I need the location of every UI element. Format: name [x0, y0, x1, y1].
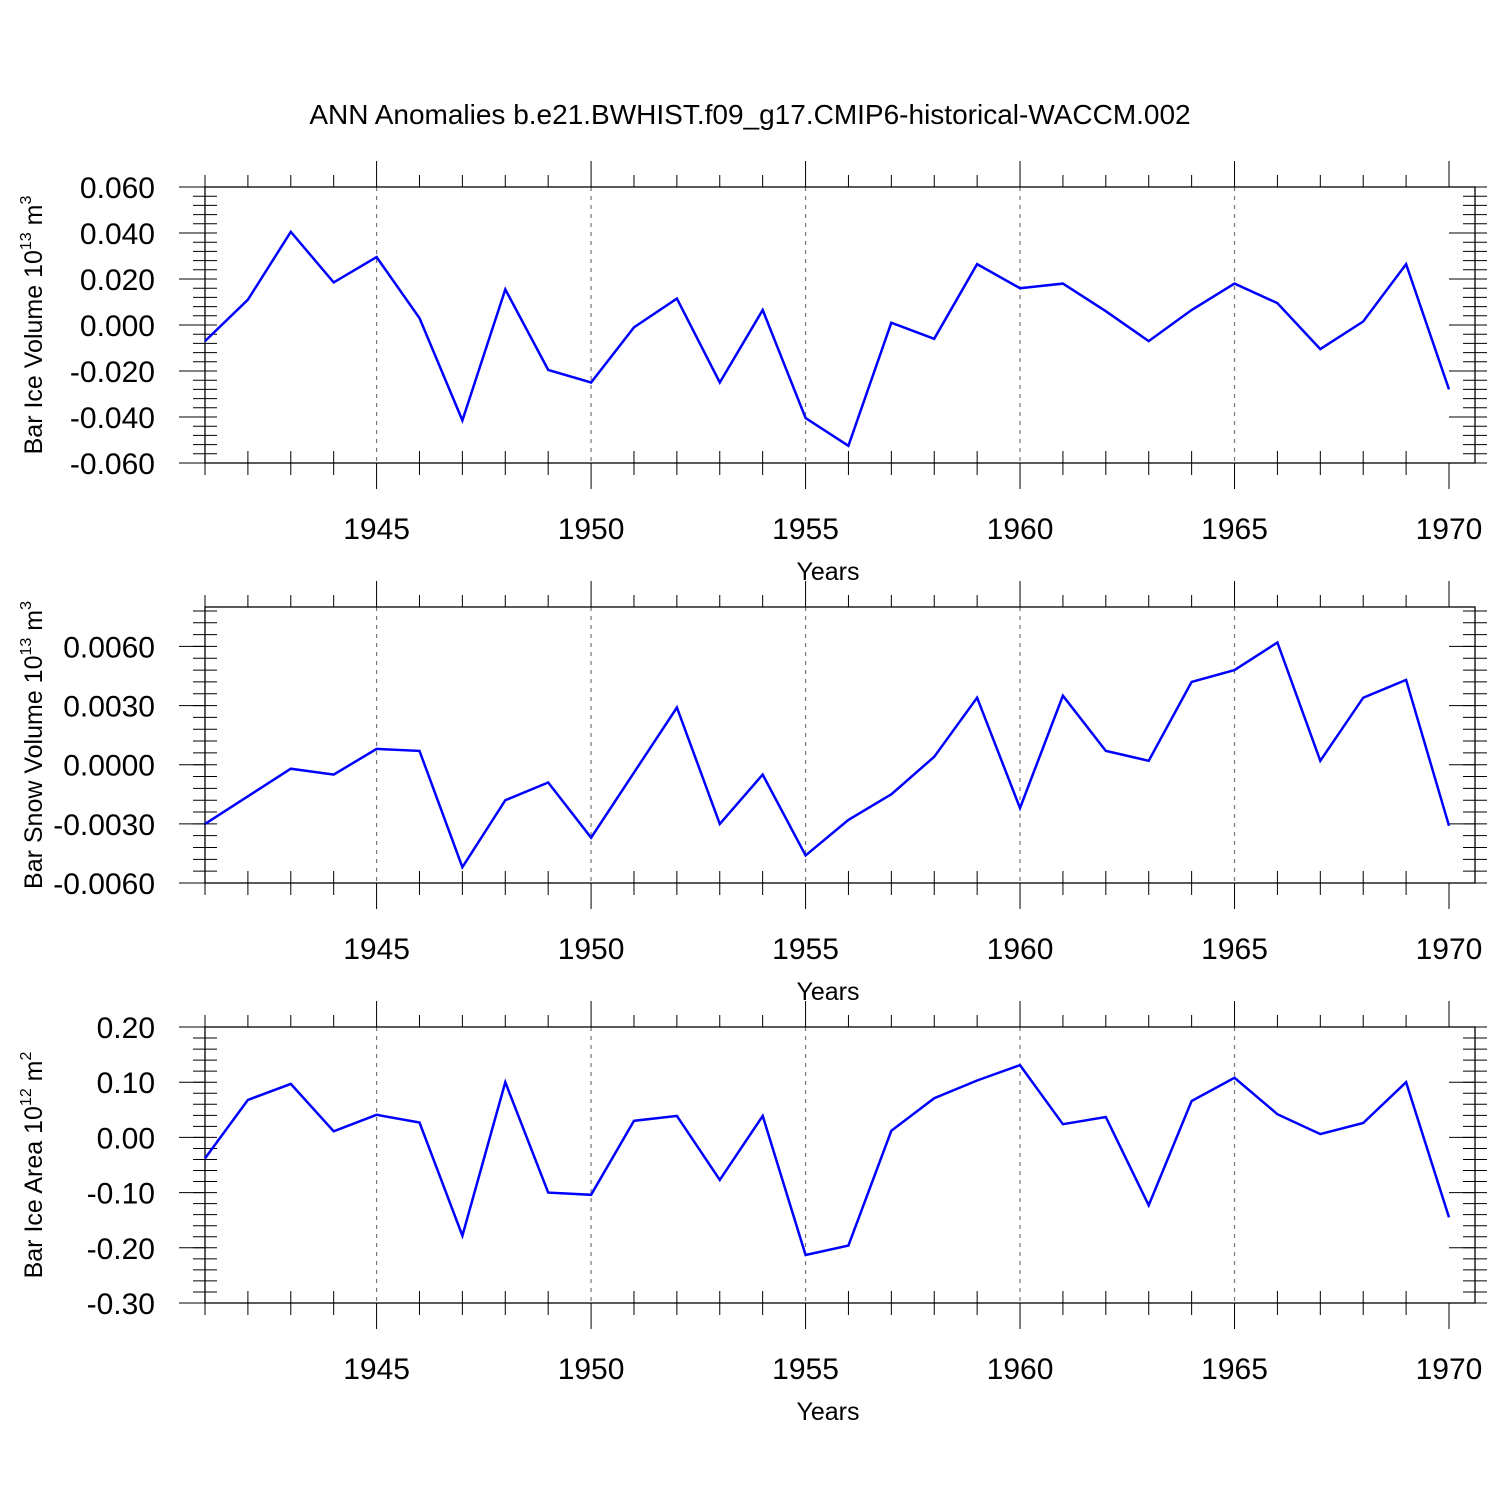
- y-tick-label: 0.0030: [63, 691, 155, 724]
- panel-3: -0.30 -0.20 -0.10 0.00 0.10 0.20 1945 1950 1955 1…: [18, 1001, 1487, 1426]
- y-axis-title-text: Bar Ice Volume 10: [20, 250, 48, 454]
- y-axis-title-exponent: 13: [18, 232, 35, 250]
- data-line: [204, 229, 1451, 448]
- figure-title: ANN Anomalies b.e21.BWHIST.f09_g17.CMIP6…: [309, 99, 1190, 130]
- y-axis-title-exponent: 3: [18, 601, 35, 610]
- x-axis-title: Years: [796, 558, 859, 586]
- y-axis-title-text: Bar Ice Area 10: [20, 1106, 48, 1278]
- x-axis-title: Years: [796, 1398, 859, 1426]
- y-axis-title-exponent: 2: [18, 1052, 35, 1061]
- x-tick-label: 1970: [1416, 933, 1483, 966]
- panels: -0.060 -0.040 -0.020 0.000 0.020 0.040 0.060 19…: [18, 161, 1487, 1426]
- x-tick-label: 1965: [1201, 1353, 1268, 1386]
- y-tick-label: 0.00: [97, 1122, 155, 1155]
- y-tick-label: -0.040: [70, 402, 155, 435]
- y-axis-title: Bar Snow Volume 1013 m3: [18, 601, 48, 889]
- y-axis-title: Bar Ice Volume 1013 m3: [18, 196, 48, 455]
- x-tick-label: 1965: [1201, 513, 1268, 546]
- y-axis-title-exponent: 3: [18, 196, 35, 205]
- x-tick-label: 1955: [772, 933, 839, 966]
- y-tick-label: -0.060: [70, 448, 155, 481]
- plot-frame: [204, 606, 1476, 884]
- x-tick-label: 1950: [558, 933, 625, 966]
- x-tick-label: 1970: [1416, 1353, 1483, 1386]
- x-tick-label: 1945: [343, 933, 410, 966]
- x-tick-label: 1955: [772, 1353, 839, 1386]
- y-tick-label: 0.020: [80, 264, 155, 297]
- y-tick-label: -0.0060: [53, 868, 155, 901]
- plot-frame: [204, 186, 1476, 464]
- x-tick-label: 1950: [558, 1353, 625, 1386]
- data-line: [204, 640, 1451, 870]
- y-tick-label: -0.20: [87, 1233, 155, 1266]
- y-tick-label: -0.0030: [53, 809, 155, 842]
- y-tick-label: 0.10: [97, 1067, 155, 1100]
- y-tick-label: 0.0000: [63, 750, 155, 783]
- y-tick-label: 0.060: [80, 172, 155, 205]
- y-tick-label: 0.0060: [63, 631, 155, 664]
- y-tick-label: 0.000: [80, 310, 155, 343]
- x-tick-label: 1955: [772, 513, 839, 546]
- x-tick-label: 1960: [987, 513, 1054, 546]
- y-tick-label: -0.020: [70, 356, 155, 389]
- y-tick-label: -0.10: [87, 1178, 155, 1211]
- y-axis-title-text: m: [20, 610, 48, 638]
- x-tick-label: 1945: [343, 513, 410, 546]
- y-tick-label: 0.20: [97, 1012, 155, 1045]
- y-axis-title-exponent: 12: [18, 1088, 35, 1106]
- y-axis-title: Bar Ice Area 1012 m2: [18, 1052, 48, 1279]
- plot-frame: [204, 1026, 1476, 1304]
- x-axis-title: Years: [796, 978, 859, 1006]
- x-tick-label: 1945: [343, 1353, 410, 1386]
- panel-1: -0.060 -0.040 -0.020 0.000 0.020 0.040 0.060 19…: [18, 161, 1487, 586]
- data-line: [203, 1063, 1451, 1257]
- x-tick-label: 1965: [1201, 933, 1268, 966]
- y-axis-title-exponent: 13: [18, 638, 35, 656]
- x-tick-label: 1960: [987, 1353, 1054, 1386]
- y-axis-title-text: Bar Snow Volume 10: [20, 656, 48, 889]
- x-tick-label: 1950: [558, 513, 625, 546]
- x-tick-label: 1960: [987, 933, 1054, 966]
- panel-2: -0.0060 -0.0030 0.0000 0.0030 0.0060 1945 1950…: [18, 581, 1487, 1006]
- y-axis-title-text: m: [20, 1061, 48, 1089]
- y-tick-label: -0.30: [87, 1288, 155, 1321]
- y-tick-label: 0.040: [80, 218, 155, 251]
- y-axis-title-text: m: [20, 205, 48, 233]
- x-tick-label: 1970: [1416, 513, 1483, 546]
